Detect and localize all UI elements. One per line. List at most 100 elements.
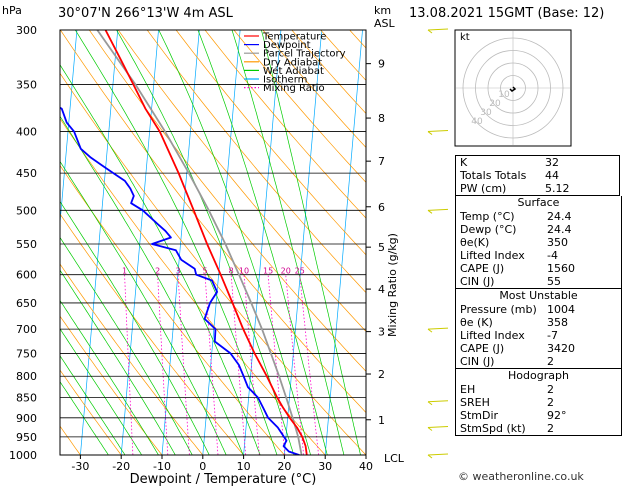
- pressure-tick-label: 850: [16, 392, 37, 405]
- hodograph-ring-label: 20: [489, 99, 501, 109]
- location-title: 30°07'N 266°13'W 4m ASL: [58, 6, 233, 21]
- dewpoint-line: [60, 106, 301, 455]
- index-row: Pressure (mb) 1004: [456, 303, 621, 316]
- index-value: 2: [547, 422, 554, 435]
- wind-barb-tick: [427, 209, 433, 214]
- hodograph-ring-label: 30: [480, 108, 492, 118]
- index-row: PW (cm) 5.12: [456, 182, 620, 196]
- mixing-ratio-line: [243, 274, 260, 455]
- legend-label: Wet Adiabat: [263, 66, 324, 77]
- legend-label: Mixing Ratio: [263, 83, 325, 94]
- isotherm-line: [120, 30, 159, 455]
- index-row: Temp (°C) 24.4: [456, 210, 621, 223]
- index-value: 55: [547, 275, 561, 288]
- index-label: Dewp (°C): [460, 223, 517, 236]
- wet-adiabat-line: [60, 381, 109, 455]
- wind-barb: [427, 400, 449, 403]
- hodograph-ring-label: 10: [498, 90, 510, 100]
- dry-adiabat-line: [146, 30, 366, 294]
- x-tick-label: 0: [199, 460, 206, 473]
- wind-barb: [427, 425, 449, 428]
- wind-barb-tick: [427, 131, 433, 135]
- km-tick-label: 3: [378, 326, 385, 339]
- wind-barb-tick: [427, 29, 433, 34]
- isotherm-line: [0, 0, 1, 472]
- index-row: StmDir 92°: [456, 409, 621, 422]
- index-value: 24.4: [547, 223, 572, 236]
- index-row: θe (K) 358: [456, 316, 621, 329]
- index-label: CAPE (J): [460, 262, 505, 275]
- pressure-tick-label: 500: [16, 204, 37, 217]
- mixing-ratio-line: [124, 274, 134, 455]
- wind-barb: [427, 453, 449, 456]
- index-value: 44: [545, 169, 559, 182]
- index-value: 2: [547, 396, 554, 409]
- x-axis-title: Dewpoint / Temperature (°C): [130, 472, 317, 486]
- plot-frame: [59, 29, 367, 456]
- legend-label: Dewpoint: [263, 40, 311, 51]
- index-label: StmDir: [460, 409, 499, 422]
- mixing-ratio-label: 2: [155, 267, 160, 276]
- index-row: K 32: [456, 156, 620, 170]
- isotherm-line: [80, 30, 119, 455]
- dry-adiabat-line: [60, 425, 81, 455]
- index-row: StmSpd (kt) 2: [456, 422, 621, 435]
- x-tick-label: 30: [318, 460, 332, 473]
- x-tick-label: 20: [277, 460, 291, 473]
- pressure-tick-label: 400: [16, 126, 37, 139]
- pressure-tick-label: 700: [16, 323, 37, 336]
- mixing-ratio-label: 25: [295, 267, 305, 276]
- index-row: Totals Totals 44: [456, 169, 620, 182]
- dry-adiabat-line: [60, 369, 122, 455]
- pressure-tick-label: 300: [16, 24, 37, 37]
- axes: 1 2 3 5 8 10 15 20 25300350400450500550600650700…: [9, 24, 405, 486]
- index-label: CIN (J): [460, 275, 495, 288]
- index-row: CIN (J) 2: [456, 355, 621, 368]
- surface-title: Surface: [517, 196, 560, 209]
- legend-label: Dry Adiabat: [263, 57, 322, 68]
- datetime-title: 13.08.2021 15GMT (Base: 12): [409, 6, 605, 21]
- index-row: CIN (J) 55: [456, 275, 621, 288]
- mixing-ratio-line: [177, 274, 190, 455]
- index-value: 1560: [547, 262, 575, 275]
- km-tick-label: 1: [378, 414, 385, 427]
- basic-indices: K 32 Totals Totals 44 PW (cm) 5.12: [455, 155, 620, 196]
- index-value: 358: [547, 316, 568, 329]
- index-row: θe(K) 350: [456, 236, 621, 249]
- km-tick-label: 8: [378, 112, 385, 125]
- surface-section: Surface Temp (°C) 24.4 Dewp (°C) 24.4 θe(K) 3…: [455, 196, 622, 289]
- wind-barb: [427, 208, 449, 211]
- dry-adiabat-line: [204, 30, 366, 219]
- isotherm-line: [161, 30, 200, 455]
- most-unstable-section: Most Unstable Pressure (mb) 1004 θe (K) 358…: [455, 289, 622, 369]
- index-label: Lifted Index: [460, 329, 525, 342]
- dry-adiabat-line: [60, 315, 163, 455]
- index-value: 5.12: [545, 182, 570, 195]
- wind-barb: [427, 327, 449, 330]
- legend-label: Parcel Trajectory: [263, 49, 346, 60]
- index-value: 2: [547, 355, 554, 368]
- x-tick-label: -30: [71, 460, 89, 473]
- index-label: θe(K): [460, 236, 490, 249]
- isotherm-lines: [0, 0, 366, 472]
- hodograph-title: Hodograph: [508, 369, 569, 382]
- hodograph-unit-label: kt: [460, 32, 470, 43]
- mixing-ratio-lines: [124, 274, 320, 455]
- mixing-ratio-label: 15: [263, 267, 273, 276]
- hodograph-section: Hodograph EH 2 SREH 2 StmDir 92° StmSpd (kt) 2: [455, 369, 622, 436]
- legend-label: Temperature: [262, 32, 326, 43]
- index-label: StmSpd (kt): [460, 422, 526, 435]
- km-tick-label: 7: [378, 155, 385, 168]
- x-tick-label: -10: [153, 460, 171, 473]
- index-row: Lifted Index -7: [456, 329, 621, 342]
- dry-adiabat-line: [233, 30, 366, 183]
- index-label: K: [460, 156, 468, 169]
- sounding-series: [60, 30, 308, 455]
- km-tick-label: 6: [378, 201, 385, 214]
- index-value: 350: [547, 236, 568, 249]
- index-label: Temp (°C): [460, 210, 515, 223]
- km-tick-label: 4: [378, 283, 385, 296]
- isotherm-line: [324, 30, 363, 455]
